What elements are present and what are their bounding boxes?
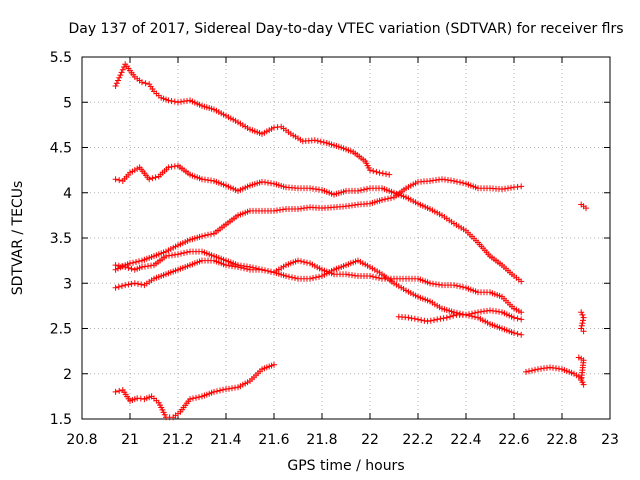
series-trace-8 [523, 364, 585, 382]
x-tick-label: 22.8 [546, 432, 577, 448]
y-tick-label: 4.5 [50, 141, 72, 157]
x-tick-label: 22.6 [498, 432, 529, 448]
x-tick-label: 21.8 [306, 432, 337, 448]
series-trace-4 [112, 248, 525, 316]
x-tick-label: 21.4 [210, 432, 241, 448]
series-trace-2 [112, 162, 525, 285]
plot-frame [81, 56, 611, 420]
series-trace-7 [112, 361, 277, 421]
y-tick-label: 2.5 [50, 322, 72, 338]
series-trace-9 [578, 201, 589, 212]
y-tick-label: 5 [63, 95, 72, 111]
x-tick-label: 21 [121, 432, 139, 448]
y-tick-label: 3 [63, 276, 72, 292]
y-tick-label: 1.5 [50, 412, 72, 428]
y-tick-label: 4 [63, 186, 72, 202]
x-tick-label: 23 [601, 432, 619, 448]
series-group [112, 61, 589, 421]
x-tick-label: 21.6 [258, 432, 289, 448]
y-axis-label: SDTVAR / TECUs [10, 181, 26, 296]
x-tick-label: 22.4 [450, 432, 481, 448]
y-tick-label: 3.5 [50, 231, 72, 247]
series-trace-1 [112, 61, 393, 178]
x-tick-label: 22 [361, 432, 379, 448]
x-tick-labels: 20.8 21 21.2 21.4 21.6 21.8 22 22.2 22.4 22.6 22.8… [66, 432, 619, 448]
series-trace-10 [578, 309, 587, 335]
x-tick-label: 22.2 [402, 432, 433, 448]
x-tick-label: 21.2 [162, 432, 193, 448]
x-axis-label: GPS time / hours [287, 458, 404, 474]
x-tick-label: 20.8 [66, 432, 97, 448]
y-tick-label: 5.5 [50, 50, 72, 66]
series-trace-11 [575, 354, 587, 388]
grid [82, 57, 610, 419]
series-trace-3 [112, 176, 525, 273]
series-trace-5 [112, 257, 525, 338]
series-trace-6 [395, 307, 525, 325]
y-tick-labels: 1.5 2 2.5 3 3.5 4 4.5 5 5.5 [50, 50, 72, 428]
chart-title: Day 137 of 2017, Sidereal Day-to-day VTE… [68, 21, 623, 37]
y-tick-label: 2 [63, 367, 72, 383]
